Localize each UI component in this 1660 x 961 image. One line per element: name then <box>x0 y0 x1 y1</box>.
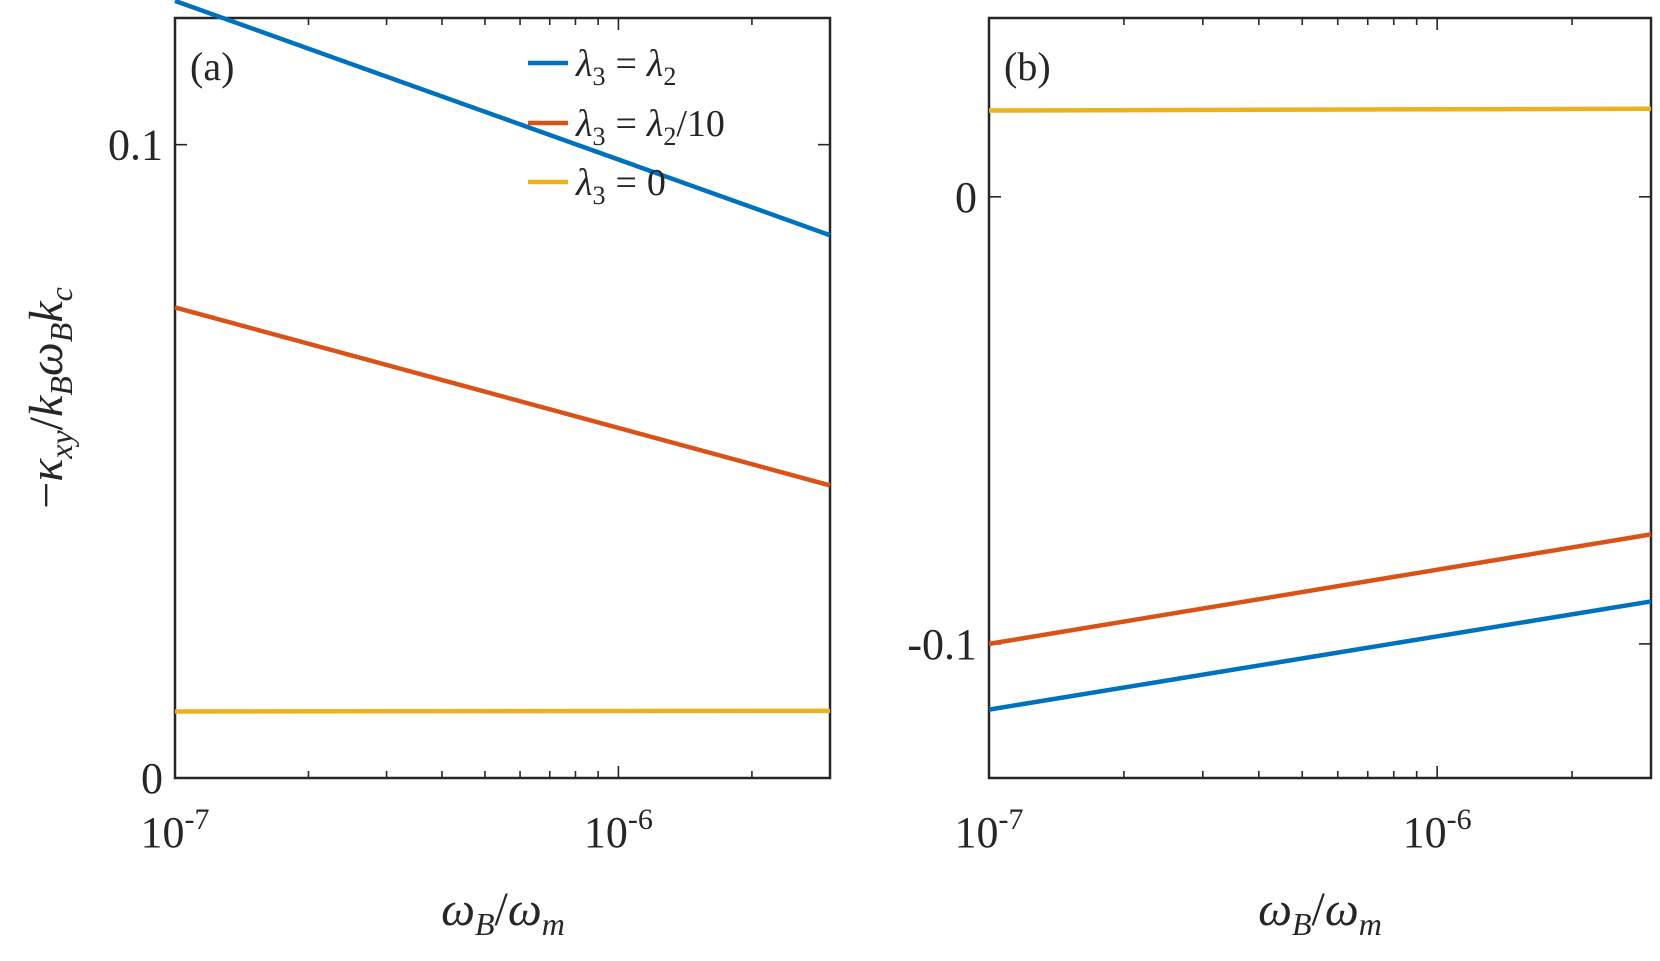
panel-b-series-lambda3-eq-lambda2 <box>988 599 1652 712</box>
legend-label-lambda3-eq-0: λ3 = 0 <box>575 162 666 210</box>
panel-b-frame <box>987 16 1653 780</box>
panel-b-xtick-label: 10-6 <box>1403 803 1472 857</box>
panel-a-ylabel: −κxy/kBωBkc <box>20 287 79 509</box>
panel-a-series-lambda3-eq-lambda2 <box>174 0 831 238</box>
panel-a-xtick-label: 10-7 <box>141 803 210 857</box>
panel-a-ticks <box>174 18 831 779</box>
panel-b-ytick-label: -0.1 <box>907 620 977 669</box>
panel-b-xlabel: ωB/ωm <box>1258 883 1382 942</box>
panel-b-ticks <box>988 18 1652 778</box>
panel-a: (a) 0.1 0 10-7 10-6 ωB/ωm −κxy/kBωBkc λ3… <box>20 0 832 942</box>
panel-b-label: (b) <box>1004 44 1051 89</box>
legend: λ3 = λ2 λ3 = λ2/10 λ3 = 0 <box>528 43 725 210</box>
panel-b-series <box>988 106 1652 712</box>
panel-a-label: (a) <box>190 44 234 89</box>
panel-a-ytick-label: 0.1 <box>108 121 163 170</box>
panel-a-series-lambda3-eq-lambda2-over-10 <box>174 305 831 488</box>
panel-a-series-lambda3-eq-0 <box>174 708 831 714</box>
panel-a-xtick-label: 10-6 <box>584 803 653 857</box>
panel-b: (b) 0 -0.1 10-7 10-6 ωB/ωm <box>907 16 1653 942</box>
panel-a-frame <box>173 16 832 780</box>
panel-a-series <box>174 0 831 714</box>
panel-a-ytick-label: 0 <box>141 754 163 803</box>
panel-b-series-lambda3-eq-0 <box>988 106 1652 113</box>
panel-a-xlabel: ωB/ωm <box>441 883 565 942</box>
panel-b-xtick-label: 10-7 <box>955 803 1024 857</box>
legend-label-lambda3-eq-lambda2: λ3 = λ2 <box>575 43 676 91</box>
panel-b-ytick-label: 0 <box>955 173 977 222</box>
panel-b-series-lambda3-eq-lambda2-over-10 <box>988 532 1652 647</box>
legend-label-lambda3-eq-lambda2-over-10: λ3 = λ2/10 <box>575 103 725 151</box>
